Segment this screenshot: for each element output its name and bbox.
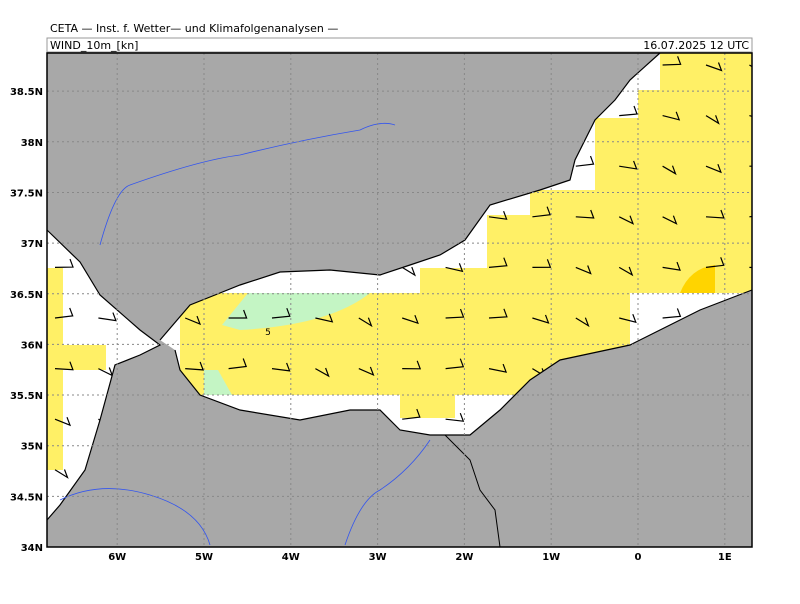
- wind-barb: [54, 416, 72, 427]
- wind-barb: [575, 155, 595, 167]
- wind-barb: [315, 367, 330, 378]
- wind-barb: [358, 366, 375, 377]
- lat-tick-label: 35.5N: [10, 391, 43, 402]
- wind-barb: [532, 206, 551, 218]
- wind-barb: [532, 259, 552, 268]
- contour-label: 5: [265, 328, 271, 338]
- wind-barb: [705, 115, 720, 125]
- lat-tick-label: 36.5N: [10, 290, 43, 301]
- wind-barb: [315, 313, 334, 323]
- wind-barb: [445, 308, 465, 319]
- wind-barb: [662, 215, 678, 225]
- wind-barb: [662, 165, 677, 176]
- lon-tick-label: 5W: [195, 552, 213, 563]
- wind-barb: [185, 361, 204, 371]
- lat-tick-label: 37N: [21, 239, 43, 250]
- wind-barb: [705, 62, 723, 72]
- variable-label: WIND_10m_[kn]: [50, 39, 138, 52]
- wind-barb: [445, 412, 465, 422]
- lon-tick-label: 1W: [542, 552, 560, 563]
- wind-barb: [619, 160, 638, 170]
- lat-tick-label: 35N: [21, 442, 43, 453]
- wind-barb: [705, 257, 725, 268]
- wind-barb: [662, 111, 681, 121]
- wind-barb: [575, 209, 595, 219]
- wind-barb: [271, 362, 291, 372]
- wind-barb: [54, 361, 74, 371]
- wind-barb: [402, 408, 421, 420]
- wind-barb: [662, 308, 682, 319]
- lat-tick-label: 36N: [21, 340, 43, 351]
- wind-barb: [619, 313, 637, 324]
- wind-barb: [575, 265, 592, 275]
- lon-tick-label: 4W: [282, 552, 300, 563]
- lat-tick-label: 38N: [21, 138, 43, 149]
- wind-barb: [54, 307, 74, 319]
- wind-barb: [618, 215, 635, 225]
- wind-barb: [662, 261, 681, 271]
- lon-tick-label: 3W: [369, 552, 387, 563]
- wind-barb: [662, 56, 682, 66]
- wind-barb: [705, 209, 725, 219]
- wind-barb: [445, 263, 464, 273]
- wind-barb: [488, 257, 508, 268]
- wind-barb: [532, 314, 550, 324]
- lon-tick-label: 0: [635, 552, 642, 563]
- wind-barb: [488, 308, 508, 319]
- lat-tick-label: 38.5N: [10, 87, 43, 98]
- wind-barb: [488, 363, 508, 373]
- map-frame: [46, 52, 753, 548]
- wind-barb: [619, 105, 638, 117]
- header-title: CETA — Inst. f. Wetter— und Klimafolgena…: [50, 22, 338, 35]
- wind-barb: [184, 315, 202, 326]
- wind-barb: [618, 266, 634, 277]
- wind-barb: [402, 360, 422, 370]
- lon-tick-label: 6W: [108, 552, 126, 563]
- lat-tick-label: 34N: [21, 543, 43, 554]
- wind-barb: [358, 317, 373, 328]
- wind-barb: [98, 312, 117, 322]
- wind-barb: [54, 469, 69, 479]
- lat-tick-label: 34.5N: [10, 492, 43, 503]
- wind-barb: [445, 358, 465, 370]
- wind-barb: [54, 258, 74, 268]
- graticule: [47, 53, 752, 548]
- header-bar: [46, 37, 753, 53]
- wind-barb: [401, 266, 416, 277]
- wind-barb: [228, 358, 248, 370]
- wind-barb: [705, 163, 722, 174]
- wind-barb: [402, 314, 419, 325]
- lon-tick-label: 1E: [718, 552, 732, 563]
- lon-tick-label: 2W: [455, 552, 473, 563]
- wind-barb: [488, 210, 508, 220]
- wind-barb: [271, 307, 291, 319]
- datetime: 16.07.2025 12 UTC: [643, 39, 749, 52]
- wind-barb: [228, 309, 248, 319]
- wind-barb: [575, 317, 590, 328]
- lat-tick-label: 37.5N: [10, 188, 43, 199]
